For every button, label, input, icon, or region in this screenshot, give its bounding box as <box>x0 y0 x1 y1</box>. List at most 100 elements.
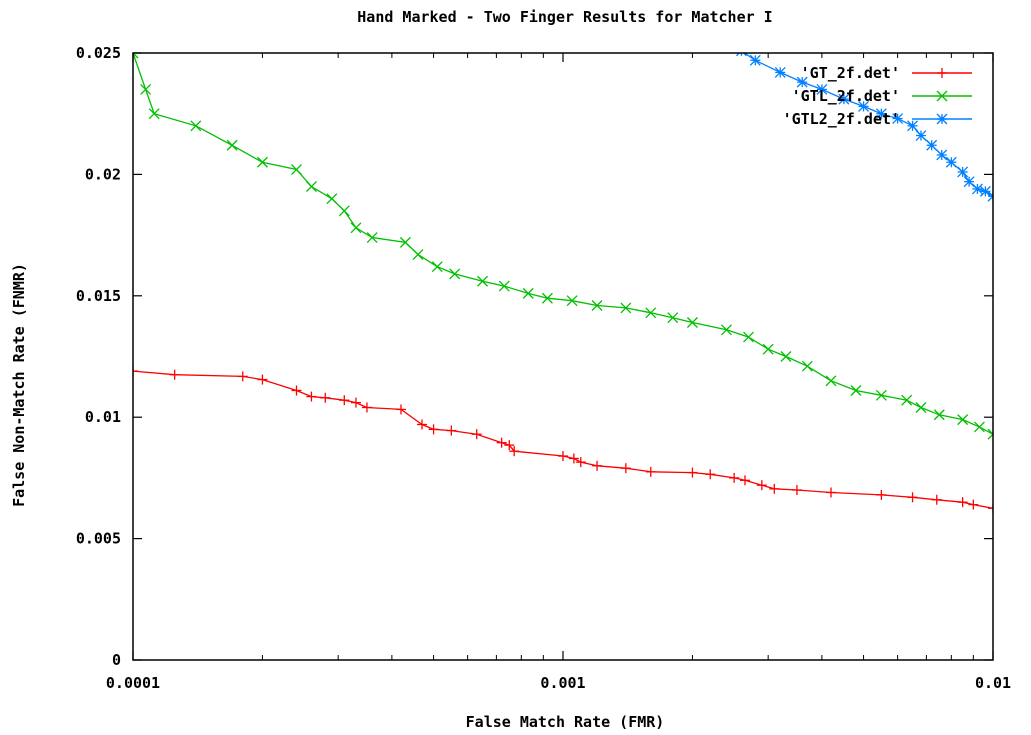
data-point <box>190 120 202 132</box>
data-point <box>721 324 732 336</box>
data-point <box>133 366 138 377</box>
data-point <box>412 249 424 260</box>
data-point <box>446 425 457 436</box>
data-point <box>687 467 698 478</box>
data-point <box>971 183 983 195</box>
data-point <box>739 475 750 486</box>
data-point <box>762 343 774 355</box>
data-point <box>522 287 534 299</box>
data-point <box>645 307 657 319</box>
data-point <box>339 395 350 406</box>
data-point <box>825 375 837 387</box>
y-axis-label: False Non-Match Rate (FNMR) <box>10 263 28 507</box>
data-point <box>477 275 489 287</box>
x-tick-label: 0.0001 <box>106 674 160 692</box>
data-point <box>915 402 927 413</box>
data-point <box>257 374 268 385</box>
data-point <box>825 487 836 498</box>
data-point <box>735 53 747 57</box>
data-point <box>417 419 428 430</box>
data-point <box>957 497 968 508</box>
data-point <box>226 139 238 151</box>
data-point <box>256 156 268 168</box>
data-point <box>901 394 913 406</box>
data-point <box>558 451 568 462</box>
data-point <box>667 312 679 324</box>
data-point <box>957 414 969 426</box>
y-tick-label: 0.01 <box>85 408 121 426</box>
x-axis-label: False Match Rate (FMR) <box>466 713 665 731</box>
data-point <box>326 193 338 205</box>
data-point <box>686 317 698 328</box>
data-point <box>620 302 632 314</box>
data-point <box>936 149 948 161</box>
series-group <box>735 53 993 202</box>
plot-frame <box>132 52 994 661</box>
data-point <box>749 54 761 66</box>
y-tick-label: 0 <box>112 651 121 669</box>
data-point <box>575 457 586 468</box>
data-point <box>936 90 948 102</box>
data-point <box>876 489 887 500</box>
data-point <box>504 440 515 451</box>
y-tick-label: 0.025 <box>76 44 121 62</box>
data-point <box>338 205 350 217</box>
data-point <box>395 404 406 415</box>
data-point <box>496 437 507 448</box>
data-point <box>907 120 919 132</box>
data-point <box>769 483 780 494</box>
data-point <box>973 421 985 433</box>
data-point <box>850 385 862 396</box>
data-point <box>568 453 579 464</box>
data-point <box>858 100 870 112</box>
x-tick-label: 0.001 <box>540 674 585 692</box>
data-point <box>431 261 443 273</box>
y-tick-label: 0.02 <box>85 165 121 183</box>
data-point <box>875 108 887 120</box>
data-point <box>926 139 938 151</box>
data-point <box>592 460 603 471</box>
data-point <box>705 469 716 480</box>
legend-label: 'GT_2f.det' <box>801 64 900 82</box>
data-point <box>509 446 520 457</box>
y-tick-label: 0.015 <box>76 287 121 305</box>
data-point <box>933 409 945 421</box>
data-point <box>945 156 957 168</box>
data-point <box>801 360 813 372</box>
data-point <box>591 300 603 311</box>
data-point <box>907 492 918 503</box>
data-point <box>306 391 317 402</box>
data-point <box>148 108 160 120</box>
data-point <box>133 53 139 59</box>
series-group <box>133 366 993 514</box>
data-point <box>237 371 248 382</box>
data-point <box>931 494 942 505</box>
data-point <box>361 402 372 413</box>
data-point <box>140 83 152 95</box>
data-point <box>291 385 302 396</box>
data-point <box>566 295 578 307</box>
data-point <box>428 424 439 435</box>
data-point <box>399 236 411 248</box>
legend-label: 'GTL2_2f.det' <box>783 110 900 128</box>
series-group <box>133 53 993 440</box>
data-point <box>957 166 969 178</box>
data-point <box>937 68 947 78</box>
data-point <box>987 190 993 202</box>
data-point <box>350 222 362 234</box>
data-point <box>620 463 631 474</box>
data-point <box>729 472 740 483</box>
data-point <box>796 76 808 88</box>
data-point <box>780 351 792 362</box>
data-point <box>541 292 553 304</box>
data-point <box>936 113 948 125</box>
data-point <box>645 466 656 477</box>
data-point <box>968 499 979 510</box>
data-point <box>169 369 180 380</box>
y-tick-label: 0.005 <box>76 530 121 548</box>
data-point <box>988 503 993 514</box>
data-point <box>987 428 993 440</box>
data-point <box>471 429 482 440</box>
data-point <box>892 113 904 125</box>
